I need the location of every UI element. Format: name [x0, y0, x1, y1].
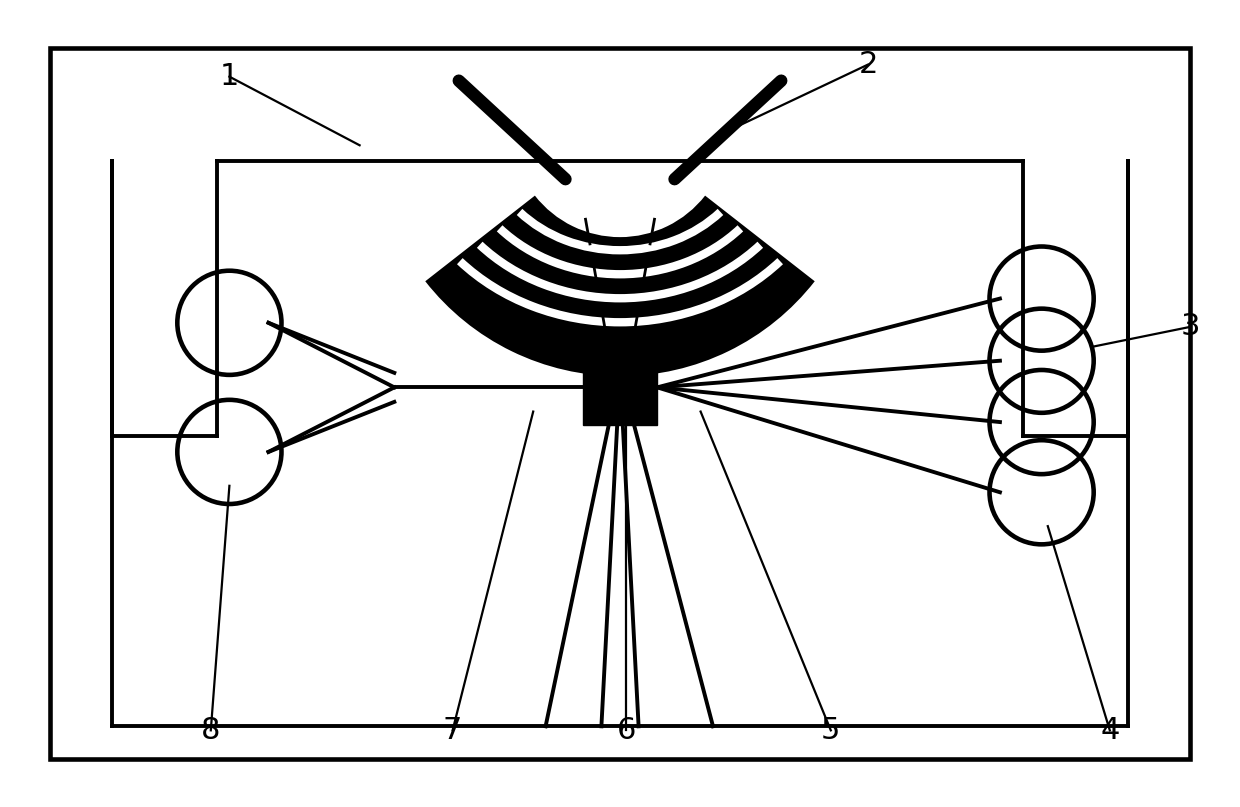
- Bar: [583, 350, 657, 424]
- Text: 8: 8: [201, 716, 221, 745]
- Text: 1: 1: [219, 62, 239, 91]
- Wedge shape: [425, 195, 815, 376]
- Text: 6: 6: [616, 716, 636, 745]
- Bar: [50, 48, 1190, 759]
- Text: 7: 7: [443, 716, 463, 745]
- Text: 4: 4: [1100, 716, 1120, 745]
- Text: 2: 2: [858, 50, 878, 79]
- Text: 5: 5: [821, 716, 841, 745]
- Text: 3: 3: [1180, 312, 1200, 341]
